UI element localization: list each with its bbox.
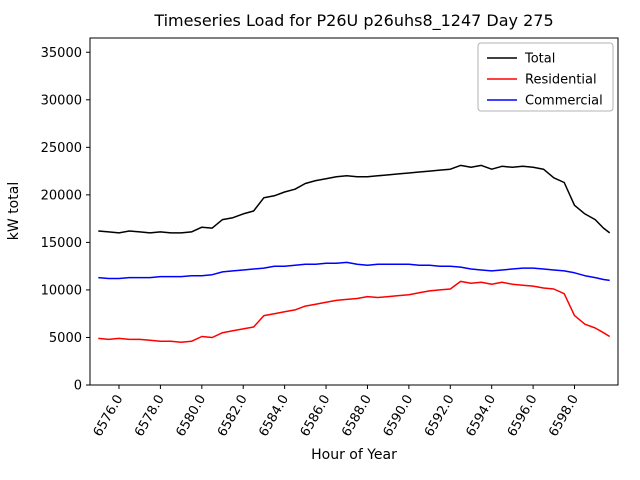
y-tick-label: 25000	[41, 141, 82, 156]
x-tick-label: 6592.0	[422, 393, 458, 440]
series-total-line	[98, 164, 611, 234]
y-tick-label: 35000	[41, 46, 82, 61]
x-tick-label: 6596.0	[505, 393, 541, 440]
x-tick-label: 6578.0	[132, 393, 168, 440]
y-tick-label: 30000	[41, 93, 82, 108]
y-axis-label: kW total	[6, 182, 22, 240]
y-tick-label: 15000	[41, 236, 82, 251]
legend-label-residential: Residential	[525, 73, 597, 88]
series-layer	[98, 164, 611, 343]
chart-title: Timeseries Load for P26U p26uhs8_1247 Da…	[153, 11, 553, 31]
x-tick-label: 6586.0	[298, 393, 334, 440]
legend-label-total: Total	[524, 52, 555, 67]
x-tick-label: 6582.0	[215, 393, 251, 440]
x-axis-label: Hour of Year	[311, 447, 397, 463]
series-commercial-line	[98, 261, 610, 282]
legend-label-commercial: Commercial	[525, 94, 603, 109]
x-tick-label: 6576.0	[91, 393, 127, 440]
x-tick-label: 6594.0	[463, 393, 499, 440]
x-tick-label: 6588.0	[339, 393, 375, 440]
y-tick-label: 0	[74, 379, 82, 394]
y-tick-label: 10000	[41, 283, 82, 298]
x-tick-label: 6590.0	[381, 393, 417, 440]
series-residential-line	[98, 280, 611, 343]
x-tick-label: 6598.0	[546, 393, 582, 440]
legend-box	[477, 42, 614, 112]
x-tick-label: 6580.0	[174, 393, 210, 440]
y-tick-label: 20000	[41, 188, 82, 203]
y-tick-label: 5000	[49, 331, 82, 346]
legend: Total Residential Commercial	[477, 42, 614, 112]
x-tick-label: 6584.0	[256, 393, 292, 440]
